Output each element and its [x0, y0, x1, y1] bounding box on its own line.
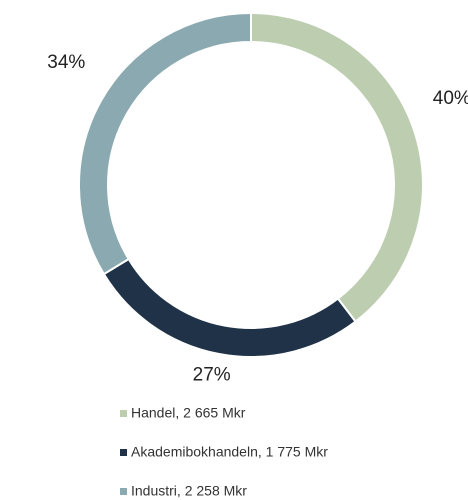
- donut-segment: [250, 11, 424, 323]
- legend-swatch: [120, 449, 127, 456]
- data-label: 27%: [193, 364, 231, 385]
- legend-swatch: [120, 410, 127, 417]
- legend-label: Handel, 2 665 Mkr: [131, 405, 246, 421]
- donut-segment: [102, 257, 357, 358]
- legend-label: Industri, 2 258 Mkr: [131, 483, 247, 499]
- legend-swatch: [120, 488, 127, 495]
- donut-segment: [78, 11, 252, 276]
- legend-label: Akademibokhandeln, 1 775 Mkr: [131, 444, 328, 460]
- data-label: 34%: [47, 52, 85, 73]
- data-label: 40%: [433, 88, 468, 109]
